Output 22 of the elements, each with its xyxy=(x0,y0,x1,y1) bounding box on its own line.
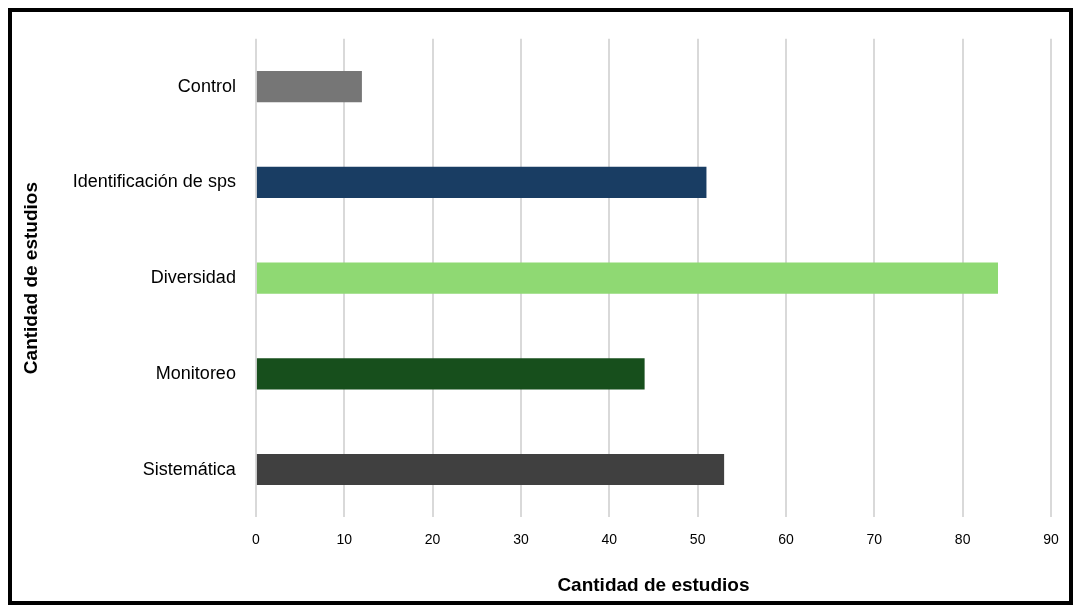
bar xyxy=(256,262,998,294)
x-tick-label: 10 xyxy=(336,530,353,547)
x-tick-label: 40 xyxy=(601,530,618,547)
bar xyxy=(256,453,725,486)
x-tick-label: 70 xyxy=(866,530,883,547)
x-axis-title: Cantidad de estudios xyxy=(557,573,750,595)
x-tick-label: 90 xyxy=(1043,530,1059,547)
bar xyxy=(256,358,645,390)
y-tick-label: Monitoreo xyxy=(155,362,236,383)
x-tick-label: 30 xyxy=(513,530,529,547)
y-tick-label: Control xyxy=(177,75,236,96)
y-tick-label: Diversidad xyxy=(150,267,236,288)
bar xyxy=(256,166,707,198)
x-tick-label: 50 xyxy=(689,530,706,547)
y-tick-label: Identificación de sps xyxy=(72,171,236,192)
y-axis-title: Cantidad de estudios xyxy=(19,182,41,375)
x-tick-label: 0 xyxy=(252,530,260,547)
x-tick-label: 80 xyxy=(954,530,971,547)
x-tick-label: 20 xyxy=(424,530,441,547)
x-tick-label: 60 xyxy=(778,530,794,547)
y-tick-label: Sistemática xyxy=(142,458,237,479)
bar xyxy=(256,71,362,103)
